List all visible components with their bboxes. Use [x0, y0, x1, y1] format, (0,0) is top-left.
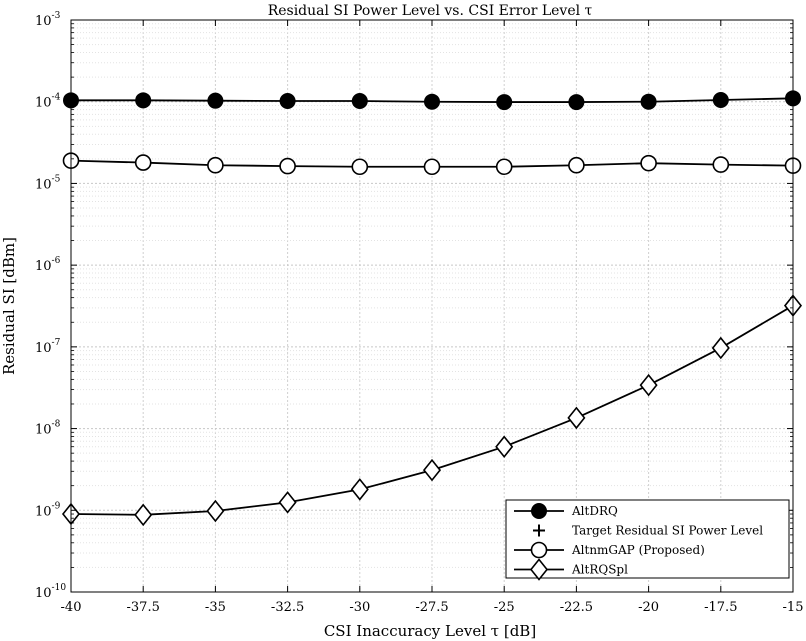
y-tick-label: 10-8	[35, 420, 61, 438]
chart-title: Residual SI Power Level vs. CSI Error Le…	[268, 3, 593, 19]
data-point	[350, 478, 369, 501]
series-2	[62, 152, 802, 176]
data-point	[423, 158, 441, 176]
legend-marker	[533, 524, 545, 537]
data-point	[206, 499, 225, 523]
legend-label: Target Residual SI Power Level	[572, 524, 763, 538]
x-tick-label: -40	[61, 600, 82, 615]
x-tick-label: -15	[783, 600, 804, 615]
data-point	[351, 93, 368, 110]
data-point	[495, 435, 514, 458]
y-tick-label: 10-4	[35, 93, 61, 111]
series-layer	[61, 90, 803, 527]
legend-label: AltRQSpl	[571, 563, 628, 577]
x-axis-label: CSI Inaccuracy Level τ [dB]	[324, 622, 536, 640]
data-point	[279, 93, 296, 110]
data-point	[568, 156, 585, 174]
y-tick-label: 10-10	[35, 583, 66, 601]
data-point	[567, 406, 586, 430]
legend-marker	[529, 558, 549, 581]
legend-box	[505, 499, 790, 579]
data-point	[712, 91, 729, 108]
legend-label: AltDRQ	[571, 504, 618, 518]
x-tick-label: -32.5	[271, 600, 304, 615]
x-tick-label: -25	[494, 600, 515, 615]
data-point	[422, 458, 442, 482]
x-tick-label: -30	[349, 600, 370, 615]
data-point	[568, 94, 585, 111]
data-point	[495, 158, 513, 176]
x-tick-label: -22.5	[560, 600, 593, 615]
x-tick-label: -27.5	[415, 600, 448, 615]
legend-marker	[531, 503, 547, 519]
data-point	[134, 154, 152, 171]
legend-label: AltnmGAP (Proposed)	[571, 543, 705, 557]
y-tick-label: 10-9	[35, 501, 61, 519]
y-tick-label: 10-3	[35, 11, 61, 29]
data-point	[279, 157, 296, 175]
legend-marker	[530, 541, 548, 559]
data-point	[207, 92, 224, 109]
data-point	[134, 503, 153, 527]
y-tick-label: 10-7	[35, 338, 61, 356]
data-point	[278, 491, 297, 514]
data-point	[712, 156, 730, 173]
data-point	[711, 336, 730, 360]
data-point	[640, 93, 657, 110]
data-point	[207, 156, 224, 174]
ticks-layer: -40 -37.5 -35 -32.5 -30 -27.5 -25 -22.5 -20 -17.5…	[35, 11, 803, 615]
x-tick-label: -20	[638, 600, 659, 615]
data-point	[639, 373, 658, 397]
x-tick-label: -35	[205, 600, 226, 615]
data-point	[640, 154, 657, 172]
x-tick-label: -17.5	[704, 600, 737, 615]
series-3	[61, 294, 803, 527]
y-axis-label: Residual SI [dBm]	[0, 237, 18, 375]
y-tick-label: 10-6	[35, 256, 61, 274]
y-tick-label: 10-5	[35, 174, 61, 192]
x-tick-label: -37.5	[127, 600, 160, 615]
legend: AltDRQ Target Residual SI Power Level Altn…	[505, 499, 790, 581]
data-point	[496, 94, 513, 111]
data-point	[424, 93, 440, 110]
data-point	[351, 158, 369, 176]
data-point	[135, 92, 152, 109]
